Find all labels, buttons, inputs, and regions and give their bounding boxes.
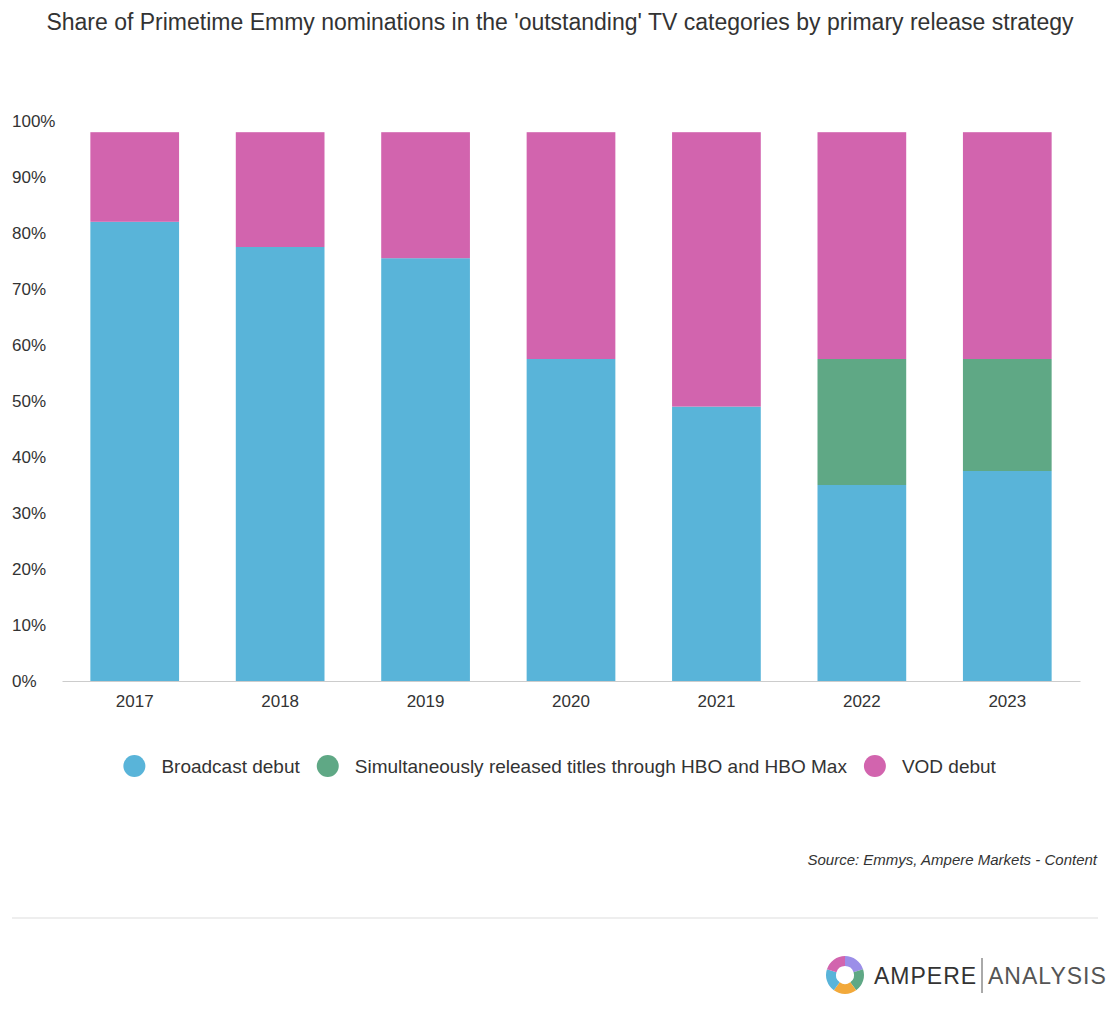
series	[818, 359, 1052, 485]
legend-marker	[317, 755, 339, 777]
bar	[818, 485, 907, 681]
y-tick-label: 0%	[12, 672, 37, 691]
logo-ring	[845, 956, 863, 972]
x-tick: 2021	[698, 681, 736, 711]
logo-text: ANALYSIS	[988, 963, 1107, 989]
y-tick-label: 10%	[12, 616, 46, 635]
bar	[672, 407, 761, 681]
y-tick-label: 70%	[12, 280, 46, 299]
bar	[963, 132, 1052, 359]
bar	[527, 359, 616, 681]
title: Share of Primetime Emmy nominations in t…	[46, 9, 1074, 35]
bar	[818, 359, 907, 485]
legend-marker	[864, 755, 886, 777]
x-axis: 2017 2018 2019 2020 2021 2022 2023	[63, 681, 1081, 711]
bar	[90, 132, 179, 222]
y-tick-label: 50%	[12, 392, 46, 411]
source: Source: Emmys, Ampere Markets - Content	[807, 851, 1097, 868]
y-tick: 0%	[12, 672, 62, 691]
y-tick: 60%	[12, 336, 62, 355]
x-tick: 2019	[407, 681, 445, 711]
legend-label: VOD debut	[902, 756, 997, 777]
x-tick: 2023	[988, 681, 1026, 711]
logo	[826, 956, 864, 994]
bar	[90, 222, 179, 681]
legend-label: Broadcast debut	[161, 756, 300, 777]
y-tick-label: 60%	[12, 336, 46, 355]
x-tick-label: 2021	[698, 692, 736, 711]
logo-ring	[826, 969, 840, 990]
y-tick-label: 30%	[12, 504, 46, 523]
y-tick-label: 90%	[12, 168, 46, 187]
x-tick-label: 2019	[407, 692, 445, 711]
logo-divider	[982, 958, 983, 993]
y-tick-label: 80%	[12, 224, 46, 243]
x-tick: 2018	[261, 681, 299, 711]
y-tick-label: 40%	[12, 448, 46, 467]
logo-text: AMPERE	[874, 963, 977, 989]
logo-ring	[827, 956, 845, 972]
y-tick-label: 100%	[12, 112, 55, 131]
y-axis: 0% 10% 20% 30% 40% 50% 60% 70% 80% 90% 100%	[12, 112, 63, 691]
x-tick-label: 2018	[261, 692, 299, 711]
y-tick-label: 20%	[12, 560, 46, 579]
y-tick: 40%	[12, 448, 62, 467]
y-tick: 70%	[12, 280, 62, 299]
separator	[12, 918, 1098, 919]
bar	[818, 132, 907, 359]
legend-item: Broadcast debut	[123, 755, 300, 777]
y-tick: 20%	[12, 560, 62, 579]
x-tick-label: 2017	[116, 692, 154, 711]
bars	[90, 132, 1051, 681]
legend-label: Simultaneously released titles through H…	[355, 756, 848, 777]
y-tick: 50%	[12, 392, 62, 411]
legend-item: VOD debut	[864, 755, 997, 777]
series	[90, 132, 1051, 406]
y-tick: 90%	[12, 168, 62, 187]
y-tick: 100%	[12, 112, 62, 131]
x-tick: 2017	[116, 681, 154, 711]
bar	[236, 247, 325, 681]
x-axis-line	[63, 681, 1081, 682]
bar	[236, 132, 325, 247]
x-tick-label: 2020	[552, 692, 590, 711]
legend-marker	[123, 755, 145, 777]
bar	[381, 258, 470, 681]
bar	[527, 132, 616, 359]
y-tick: 10%	[12, 616, 62, 635]
x-tick: 2022	[843, 681, 881, 711]
chart: Share of Primetime Emmy nominations in t…	[0, 0, 1120, 1012]
x-tick-label: 2022	[843, 692, 881, 711]
bar	[672, 132, 761, 406]
y-tick: 30%	[12, 504, 62, 523]
y-axis-line	[62, 122, 63, 682]
legend: Broadcast debut Simultaneously released t…	[123, 755, 996, 777]
x-tick: 2020	[552, 681, 590, 711]
bar	[963, 359, 1052, 471]
legend-item: Simultaneously released titles through H…	[317, 755, 848, 777]
x-tick-label: 2023	[988, 692, 1026, 711]
bar	[381, 132, 470, 258]
bar	[963, 471, 1052, 681]
y-tick: 80%	[12, 224, 62, 243]
